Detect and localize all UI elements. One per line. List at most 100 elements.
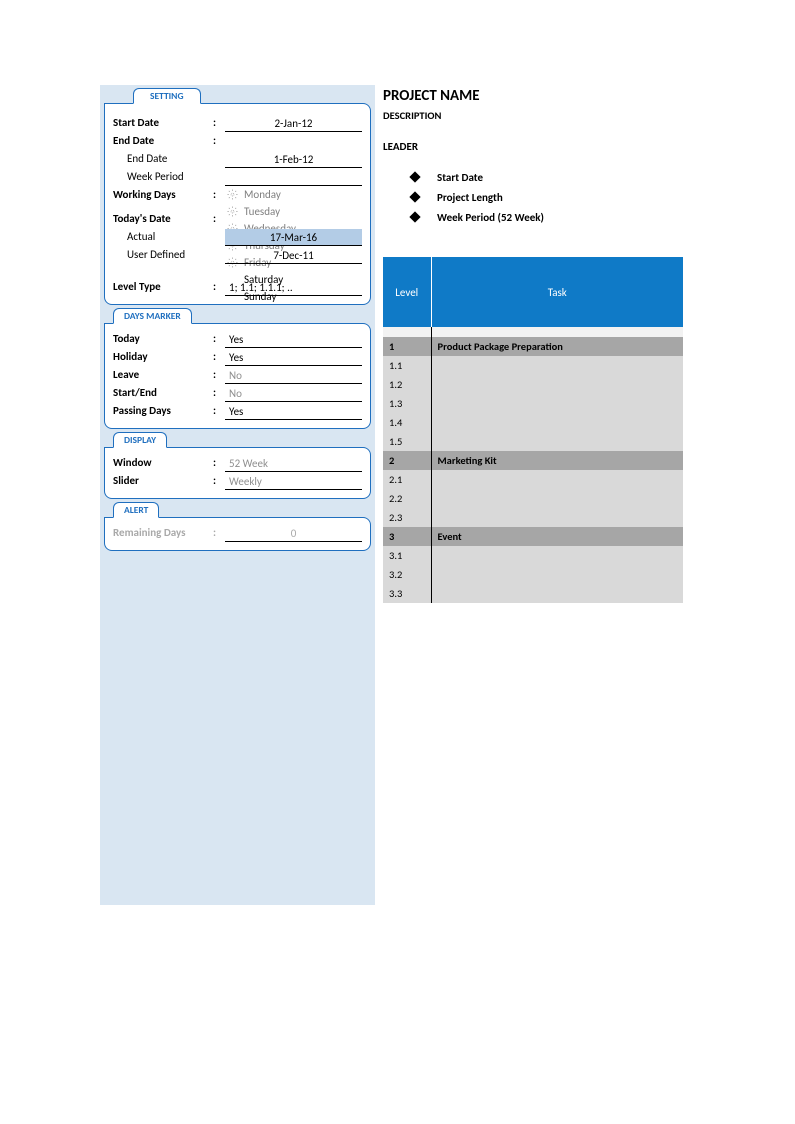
table-header-level: Level bbox=[383, 257, 431, 327]
task-cell bbox=[431, 489, 683, 508]
project-bullet: Start Date bbox=[411, 167, 683, 187]
task-cell bbox=[431, 432, 683, 451]
working-day-name: Monday bbox=[244, 186, 281, 204]
task-cell bbox=[431, 546, 683, 565]
week-period-label: Week Period bbox=[113, 168, 213, 186]
start-date-value[interactable]: 2-Jan-12 bbox=[225, 115, 362, 132]
task-cell bbox=[431, 356, 683, 375]
today-label: Today bbox=[113, 330, 213, 348]
startend-value[interactable]: No bbox=[225, 385, 362, 402]
project-title: PROJECT NAME bbox=[383, 87, 683, 105]
user-defined-value[interactable]: 7-Dec-11 bbox=[225, 247, 362, 264]
display-tab: DISPLAY bbox=[113, 432, 167, 448]
table-row-sub[interactable]: 1.5 bbox=[383, 432, 683, 451]
table-row-sub[interactable]: 3.2 bbox=[383, 565, 683, 584]
leave-value[interactable]: No bbox=[225, 367, 362, 384]
task-cell bbox=[431, 327, 683, 337]
actual-label: Actual bbox=[113, 228, 213, 246]
table-header-task: Task bbox=[431, 257, 683, 327]
slider-label: Slider bbox=[113, 472, 213, 490]
slider-value[interactable]: Weekly bbox=[225, 473, 362, 490]
level-cell: 1.3 bbox=[383, 394, 431, 413]
task-cell bbox=[431, 508, 683, 527]
level-cell: 2.2 bbox=[383, 489, 431, 508]
level-cell: 1.4 bbox=[383, 413, 431, 432]
passing-value[interactable]: Yes bbox=[225, 403, 362, 420]
alert-section: ALERT Remaining Days : 0 bbox=[104, 517, 371, 551]
remaining-label: Remaining Days bbox=[113, 524, 213, 542]
window-value[interactable]: 52 Week bbox=[225, 455, 362, 472]
level-cell: 1.5 bbox=[383, 432, 431, 451]
project-leader: LEADER bbox=[383, 140, 683, 153]
level-cell: 3.1 bbox=[383, 546, 431, 565]
level-cell: 3.3 bbox=[383, 584, 431, 603]
today-value[interactable]: Yes bbox=[225, 331, 362, 348]
sun-icon bbox=[227, 189, 238, 200]
level-type-value[interactable]: 1; 1.1; 1.1.1; .. bbox=[225, 279, 362, 296]
user-defined-label: User Defined bbox=[113, 246, 213, 264]
holiday-label: Holiday bbox=[113, 348, 213, 366]
startend-label: Start/End bbox=[113, 384, 213, 402]
level-cell: 2 bbox=[383, 451, 431, 470]
start-date-label: Start Date bbox=[113, 114, 213, 132]
table-row-sub[interactable]: 2.1 bbox=[383, 470, 683, 489]
task-cell: Marketing Kit bbox=[431, 451, 683, 470]
table-row-sub[interactable]: 2.2 bbox=[383, 489, 683, 508]
level-cell: 3.2 bbox=[383, 565, 431, 584]
alert-tab: ALERT bbox=[113, 502, 159, 518]
week-period-value[interactable] bbox=[225, 169, 362, 186]
task-cell: Event bbox=[431, 527, 683, 546]
level-cell: 2.3 bbox=[383, 508, 431, 527]
table-row-sub[interactable]: 1.4 bbox=[383, 413, 683, 432]
actual-value: 17-Mar-16 bbox=[225, 229, 362, 246]
task-cell bbox=[431, 394, 683, 413]
level-cell: 1.2 bbox=[383, 375, 431, 394]
diamond-icon bbox=[409, 191, 420, 202]
table-row-sub[interactable]: 2.3 bbox=[383, 508, 683, 527]
project-description: DESCRIPTION bbox=[383, 109, 683, 122]
table-row-spacer bbox=[383, 327, 683, 337]
table-row-sub[interactable]: 3.3 bbox=[383, 584, 683, 603]
diamond-icon bbox=[409, 211, 420, 222]
end-date-sub-label: End Date bbox=[113, 150, 213, 168]
table-row-sub[interactable]: 1.3 bbox=[383, 394, 683, 413]
table-row-sub[interactable]: 3.1 bbox=[383, 546, 683, 565]
level-cell bbox=[383, 327, 431, 337]
passing-label: Passing Days bbox=[113, 402, 213, 420]
table-row-sub[interactable]: 1.2 bbox=[383, 375, 683, 394]
end-date-value[interactable]: 1-Feb-12 bbox=[225, 151, 362, 168]
setting-section: SETTING Start Date : 2-Jan-12 End Date :… bbox=[104, 103, 371, 305]
task-cell: Product Package Preparation bbox=[431, 337, 683, 356]
task-cell bbox=[431, 565, 683, 584]
table-row-sub[interactable]: 1.1 bbox=[383, 356, 683, 375]
project-panel: PROJECT NAME DESCRIPTION LEADER Start Da… bbox=[383, 85, 683, 905]
level-type-label: Level Type bbox=[113, 278, 213, 296]
diamond-icon bbox=[409, 171, 420, 182]
todays-date-label: Today's Date bbox=[113, 210, 213, 228]
level-cell: 2.1 bbox=[383, 470, 431, 489]
days-marker-section: DAYS MARKER Today : Yes Holiday : Yes Le… bbox=[104, 323, 371, 429]
task-cell bbox=[431, 470, 683, 489]
task-cell bbox=[431, 413, 683, 432]
end-date-label: End Date bbox=[113, 132, 213, 150]
display-section: DISPLAY Window : 52 Week Slider : Weekly bbox=[104, 447, 371, 499]
task-cell bbox=[431, 375, 683, 394]
task-cell bbox=[431, 584, 683, 603]
leave-label: Leave bbox=[113, 366, 213, 384]
project-bullet: Project Length bbox=[411, 187, 683, 207]
level-cell: 3 bbox=[383, 527, 431, 546]
working-day-option[interactable]: Monday bbox=[225, 186, 362, 203]
days-marker-tab: DAYS MARKER bbox=[113, 308, 192, 324]
remaining-value: 0 bbox=[225, 525, 362, 542]
window-label: Window bbox=[113, 454, 213, 472]
table-row-group[interactable]: 2Marketing Kit bbox=[383, 451, 683, 470]
table-row-group[interactable]: 1Product Package Preparation bbox=[383, 337, 683, 356]
task-table: Level Task 1Product Package Preparation1… bbox=[383, 257, 683, 603]
holiday-value[interactable]: Yes bbox=[225, 349, 362, 366]
working-days-label: Working Days bbox=[113, 186, 213, 204]
setting-tab: SETTING bbox=[133, 88, 201, 104]
table-row-group[interactable]: 3Event bbox=[383, 527, 683, 546]
level-cell: 1.1 bbox=[383, 356, 431, 375]
project-bullet: Week Period (52 Week) bbox=[411, 207, 683, 227]
level-cell: 1 bbox=[383, 337, 431, 356]
